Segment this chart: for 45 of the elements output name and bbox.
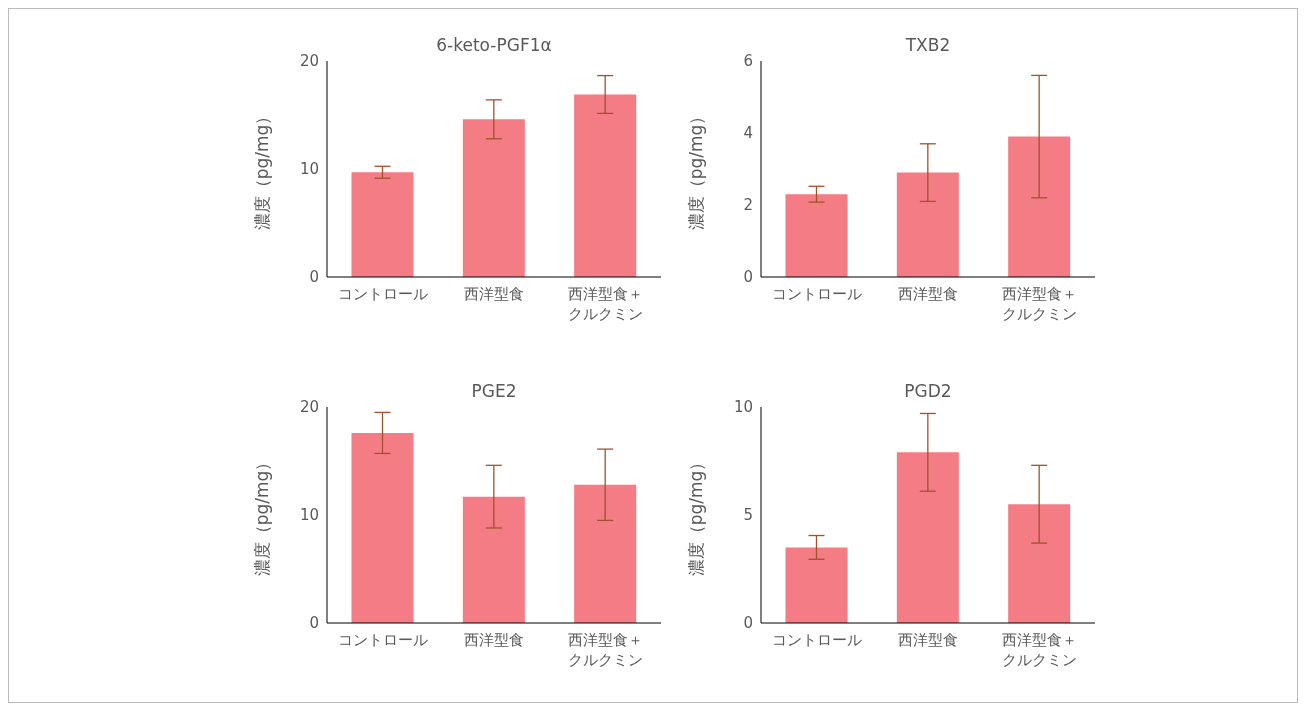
y-tick-label: 0 (309, 268, 319, 287)
y-tick-label: 5 (743, 506, 753, 525)
chart-title: PGE2 (470, 381, 518, 401)
y-axis-title: 濃度（pg/mg） (686, 107, 707, 231)
x-tick-label: コントロール (771, 285, 862, 303)
x-tick-label: 西洋型食＋クルクミン (1001, 631, 1077, 669)
x-tick-label: 西洋型食 (464, 631, 524, 649)
chart-title: TXB2 (904, 35, 952, 55)
x-tick-label: コントロール (337, 285, 428, 303)
y-tick-label: 4 (743, 124, 753, 143)
bar (785, 547, 848, 623)
y-axis-title: 濃度（pg/mg） (252, 453, 273, 577)
x-tick-label: 西洋型食 (464, 285, 524, 303)
chart-title: PGD2 (903, 381, 953, 401)
y-tick-label: 10 (299, 160, 319, 179)
bar (574, 484, 637, 623)
y-tick-label: 10 (733, 398, 753, 417)
y-tick-label: 20 (299, 398, 319, 417)
x-tick-label: 西洋型食 (898, 285, 958, 303)
bar (462, 119, 525, 277)
y-tick-label: 2 (743, 196, 753, 215)
y-axis-title: 濃度（pg/mg） (252, 107, 273, 231)
x-tick-label: コントロール (771, 631, 862, 649)
x-tick-label: 西洋型食＋クルクミン (567, 631, 643, 669)
x-tick-label: コントロール (337, 631, 428, 649)
y-tick-label: 6 (743, 52, 753, 71)
bar (351, 172, 414, 277)
bar (462, 496, 525, 623)
y-tick-label: 0 (309, 614, 319, 633)
bar (574, 94, 637, 277)
x-tick-label: 西洋型食 (898, 631, 958, 649)
bar (896, 172, 959, 277)
y-tick-label: 0 (743, 614, 753, 633)
y-tick-label: 20 (299, 52, 319, 71)
bar (351, 432, 414, 623)
x-tick-label: 西洋型食＋クルクミン (1001, 285, 1077, 323)
bar (1008, 136, 1071, 277)
y-tick-label: 0 (743, 268, 753, 287)
chart-title: 6-keto-PGF1α (435, 35, 553, 55)
x-tick-label: 西洋型食＋クルクミン (567, 285, 643, 323)
bar (1008, 504, 1071, 623)
y-tick-label: 10 (299, 506, 319, 525)
bar (785, 194, 848, 277)
y-axis-title: 濃度（pg/mg） (686, 453, 707, 577)
bar (896, 452, 959, 623)
